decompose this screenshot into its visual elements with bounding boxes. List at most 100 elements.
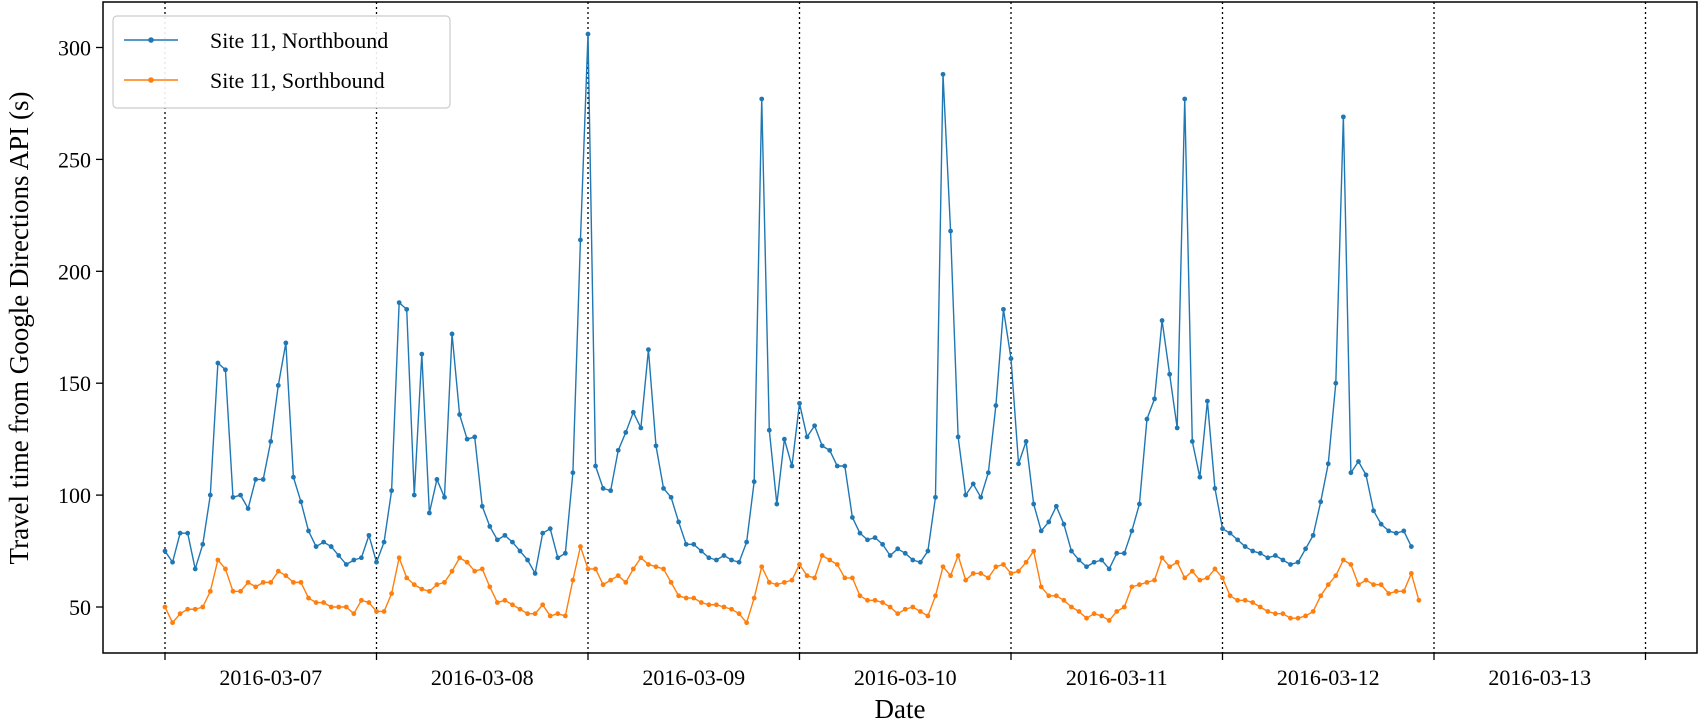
data-point bbox=[532, 571, 538, 576]
data-point bbox=[940, 71, 946, 77]
data-point bbox=[1137, 501, 1142, 507]
data-point bbox=[510, 602, 515, 608]
data-point bbox=[910, 557, 916, 563]
data-point bbox=[343, 562, 349, 567]
data-point bbox=[653, 443, 659, 449]
data-point bbox=[343, 604, 349, 610]
data-point bbox=[1227, 593, 1233, 599]
data-point bbox=[1363, 577, 1369, 583]
data-point bbox=[1106, 566, 1112, 572]
x-axis-title: Date bbox=[875, 694, 926, 724]
data-point bbox=[1250, 600, 1256, 605]
plot-frame bbox=[102, 1, 1698, 654]
data-point bbox=[691, 595, 697, 601]
data-point bbox=[1333, 573, 1339, 579]
data-point bbox=[230, 494, 236, 500]
data-point bbox=[729, 557, 734, 563]
data-point bbox=[1325, 582, 1331, 588]
data-point bbox=[472, 434, 478, 440]
data-point bbox=[177, 611, 183, 617]
data-point bbox=[819, 553, 825, 558]
data-point bbox=[925, 613, 931, 619]
data-point bbox=[404, 575, 410, 581]
data-point bbox=[200, 604, 206, 610]
data-point bbox=[638, 555, 644, 561]
y-tick-label: 150 bbox=[58, 371, 91, 396]
data-point bbox=[759, 564, 765, 570]
data-point bbox=[464, 436, 470, 442]
data-point bbox=[525, 611, 530, 617]
data-point bbox=[313, 544, 319, 549]
data-point bbox=[1084, 615, 1089, 621]
data-point bbox=[1001, 306, 1006, 312]
data-point bbox=[192, 566, 198, 572]
data-point bbox=[1001, 562, 1006, 567]
data-point bbox=[608, 488, 614, 494]
data-point bbox=[525, 557, 530, 563]
data-point bbox=[872, 535, 878, 541]
data-point bbox=[494, 537, 500, 543]
data-point bbox=[479, 503, 485, 509]
data-point bbox=[721, 553, 727, 558]
data-point bbox=[547, 613, 553, 619]
data-point bbox=[1393, 530, 1399, 536]
y-axis: 50 100 150 200 250 300 bbox=[58, 36, 103, 620]
data-point bbox=[585, 566, 591, 572]
data-point bbox=[857, 593, 863, 599]
data-point bbox=[215, 557, 221, 563]
data-point bbox=[1295, 615, 1301, 621]
x-tick-label: 2016-03-09 bbox=[642, 665, 745, 690]
data-point bbox=[472, 568, 478, 574]
data-point bbox=[1008, 571, 1014, 576]
data-point bbox=[902, 550, 908, 556]
data-point bbox=[721, 604, 727, 610]
data-point bbox=[849, 575, 855, 581]
data-point bbox=[1348, 470, 1354, 476]
data-point bbox=[517, 548, 523, 554]
data-point bbox=[1061, 521, 1067, 527]
data-point bbox=[434, 477, 440, 482]
data-point bbox=[426, 588, 432, 594]
data-point bbox=[1099, 557, 1105, 563]
data-point bbox=[880, 541, 885, 547]
data-point bbox=[729, 606, 734, 612]
data-point bbox=[1204, 575, 1210, 581]
data-point bbox=[1167, 564, 1173, 570]
data-point bbox=[253, 477, 259, 482]
data-point bbox=[1235, 597, 1241, 603]
data-point bbox=[1378, 582, 1384, 588]
data-point bbox=[207, 588, 213, 594]
data-point bbox=[1023, 559, 1029, 565]
data-point bbox=[396, 300, 402, 306]
legend-label-southbound: Site 11, Sorthbound bbox=[210, 68, 385, 93]
data-point bbox=[797, 400, 802, 406]
data-point bbox=[1069, 548, 1074, 554]
data-point bbox=[1265, 555, 1271, 561]
data-point bbox=[1016, 461, 1021, 467]
data-point bbox=[630, 566, 636, 572]
data-point bbox=[306, 528, 311, 534]
data-point bbox=[1197, 577, 1203, 583]
data-point bbox=[396, 555, 402, 561]
data-point bbox=[827, 557, 833, 563]
data-point bbox=[910, 604, 916, 610]
data-point bbox=[1114, 609, 1120, 614]
data-point bbox=[993, 564, 999, 570]
data-point bbox=[162, 604, 168, 610]
data-point bbox=[857, 530, 863, 536]
data-point bbox=[291, 579, 296, 585]
data-point bbox=[358, 597, 364, 603]
data-point bbox=[1038, 528, 1044, 534]
data-point bbox=[940, 564, 946, 570]
data-point bbox=[1174, 425, 1180, 431]
data-point bbox=[585, 31, 591, 37]
data-point bbox=[630, 409, 636, 415]
data-point bbox=[985, 575, 991, 581]
data-point bbox=[872, 597, 878, 603]
data-point bbox=[895, 546, 901, 552]
data-point bbox=[676, 593, 682, 599]
data-point bbox=[744, 539, 750, 545]
data-point bbox=[714, 602, 719, 608]
legend-label-northbound: Site 11, Northbound bbox=[210, 28, 388, 53]
x-tick-label: 2016-03-12 bbox=[1277, 665, 1380, 690]
